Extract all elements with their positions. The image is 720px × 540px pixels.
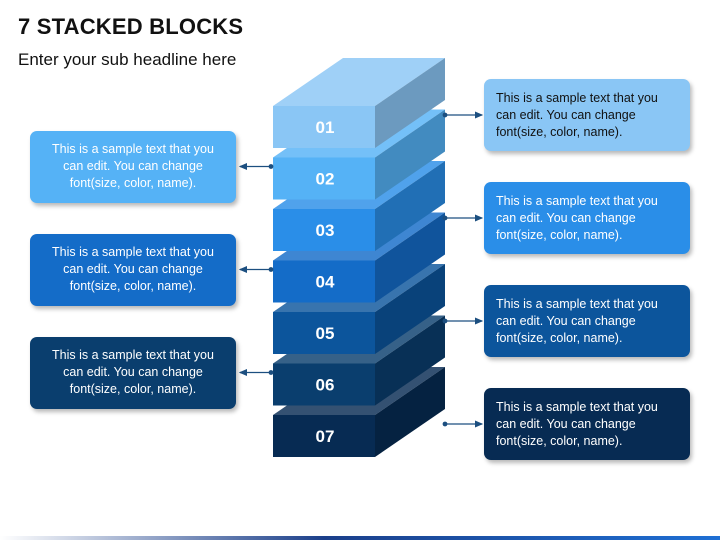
- block-front-face: [273, 415, 375, 457]
- text-box-05[interactable]: This is a sample text that you can edit.…: [484, 285, 690, 357]
- block-01: 01: [273, 58, 445, 148]
- block-front-face: [273, 363, 375, 406]
- block-label: 01: [316, 118, 335, 137]
- block-front-face: [273, 157, 375, 200]
- block-side-face: [375, 109, 445, 200]
- block-side-face: [375, 161, 445, 251]
- bottom-accent-bar: [0, 536, 720, 540]
- block-side-face: [375, 315, 445, 406]
- block-front-face: [273, 209, 375, 251]
- block-label: 02: [316, 170, 335, 189]
- slide-title: 7 STACKED BLOCKS: [18, 14, 244, 39]
- text-box-01[interactable]: This is a sample text that you can edit.…: [484, 79, 690, 151]
- text-box-text: This is a sample text that you can edit.…: [496, 90, 658, 139]
- block-label: 03: [316, 221, 335, 240]
- block-side-face: [375, 367, 445, 457]
- block-side-face: [375, 264, 445, 354]
- text-box-07[interactable]: This is a sample text that you can edit.…: [484, 388, 690, 460]
- slide-subtitle: Enter your sub headline here: [18, 50, 237, 69]
- text-box-text: This is a sample text that you can edit.…: [52, 142, 214, 190]
- block-label: 06: [316, 376, 335, 395]
- text-box-text: This is a sample text that you can edit.…: [52, 245, 214, 293]
- block-label: 04: [316, 273, 335, 292]
- block-label: 05: [316, 324, 335, 343]
- block-top-face: [273, 58, 445, 106]
- text-box-text: This is a sample text that you can edit.…: [52, 348, 214, 396]
- block-front-face: [273, 312, 375, 354]
- text-box-02[interactable]: This is a sample text that you can edit.…: [30, 130, 236, 203]
- text-box-03[interactable]: This is a sample text that you can edit.…: [484, 182, 690, 254]
- text-box-04[interactable]: This is a sample text that you can edit.…: [30, 233, 236, 306]
- text-box-text: This is a sample text that you can edit.…: [496, 399, 658, 448]
- block-side-face: [375, 212, 445, 303]
- text-box-06[interactable]: This is a sample text that you can edit.…: [30, 336, 236, 409]
- text-box-text: This is a sample text that you can edit.…: [496, 193, 658, 242]
- block-front-face: [273, 260, 375, 303]
- block-side-face: [375, 58, 445, 148]
- block-front-face: [273, 106, 375, 148]
- block-label: 07: [316, 427, 335, 446]
- text-box-text: This is a sample text that you can edit.…: [496, 296, 658, 345]
